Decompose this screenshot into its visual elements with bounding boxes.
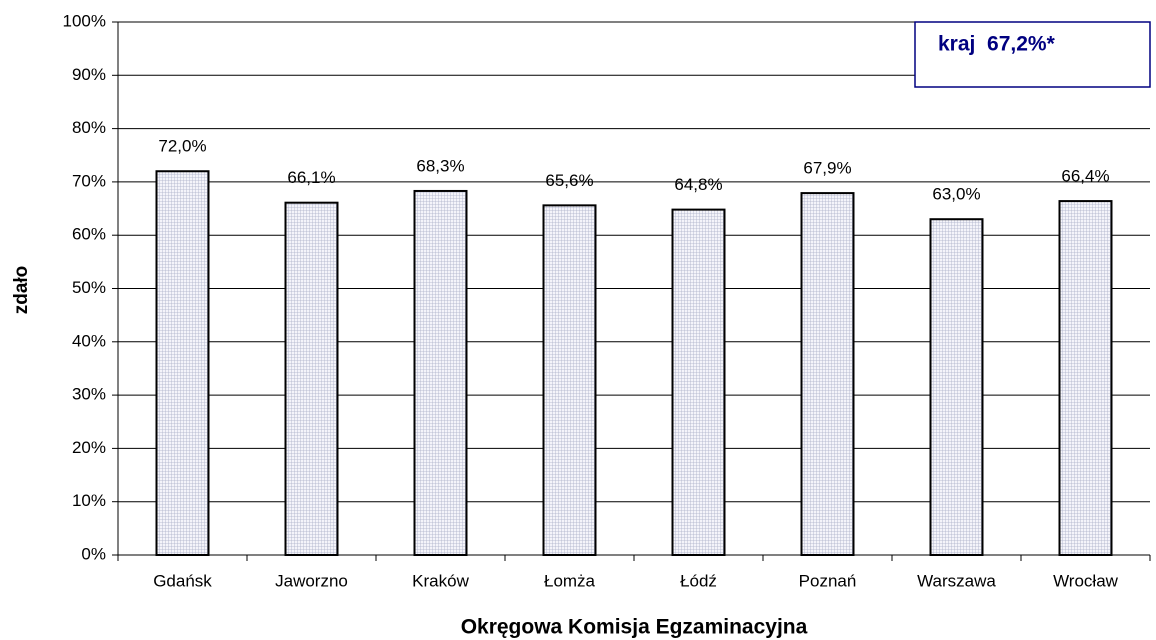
x-tick-label: Łomża: [544, 571, 596, 590]
annotation-box: [914, 21, 1151, 88]
x-tick-label: Jaworzno: [275, 571, 348, 590]
y-tick-label: 0%: [81, 544, 106, 563]
x-tick-label: Warszawa: [917, 571, 996, 590]
bar: [284, 201, 339, 556]
y-tick-label: 40%: [72, 331, 106, 350]
bar: [542, 204, 597, 557]
value-label: 65,6%: [545, 171, 593, 190]
y-axis-label: zdało: [11, 266, 32, 315]
x-tick-label: Poznań: [799, 571, 857, 590]
value-label: 67,9%: [803, 159, 851, 178]
y-tick-label: 30%: [72, 385, 106, 404]
x-tick-label: Kraków: [412, 571, 469, 590]
value-label: 63,0%: [932, 185, 980, 204]
value-label: 64,8%: [674, 175, 722, 194]
y-tick-label: 80%: [72, 118, 106, 137]
x-axis-label: Okręgowa Komisja Egzaminacyjna: [461, 616, 808, 639]
value-label: 66,1%: [287, 168, 335, 187]
y-tick-label: 50%: [72, 278, 106, 297]
value-label: 68,3%: [416, 156, 464, 175]
y-tick-label: 10%: [72, 491, 106, 510]
value-label: 72,0%: [158, 137, 206, 156]
y-tick-label: 20%: [72, 438, 106, 457]
bar: [155, 170, 210, 557]
bar: [413, 189, 468, 556]
bar: [800, 192, 855, 557]
x-tick-label: Wrocław: [1053, 571, 1119, 590]
y-tick-label: 90%: [72, 65, 106, 84]
bar: [929, 218, 984, 557]
x-tick-label: Gdańsk: [153, 571, 212, 590]
y-tick-label: 60%: [72, 225, 106, 244]
y-tick-label: 100%: [63, 11, 106, 30]
bar: [671, 208, 726, 556]
value-label: 66,4%: [1061, 167, 1109, 186]
annotation: kraj 67,2%*: [938, 33, 1056, 56]
y-tick-label: 70%: [72, 171, 106, 190]
bar: [1058, 200, 1113, 556]
x-tick-label: Łódź: [680, 571, 717, 590]
